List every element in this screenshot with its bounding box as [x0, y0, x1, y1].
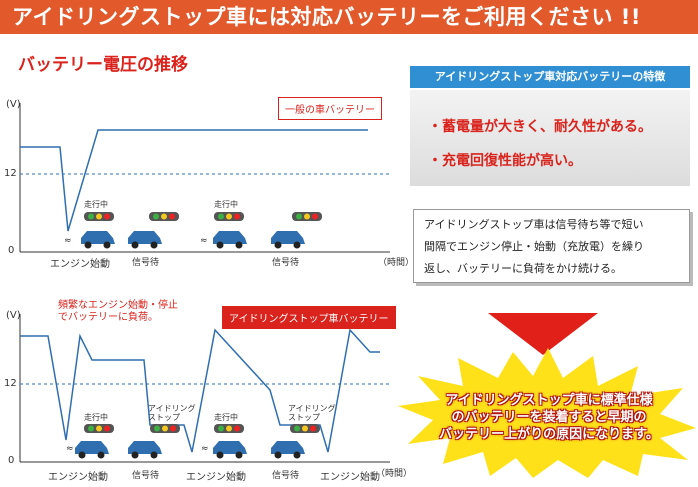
warning-line-2: でバッテリーに負荷。: [58, 312, 158, 323]
x-label-signal: 信号待: [132, 258, 160, 268]
description-line: アイドリングストップ車は信号待ち等で短い: [424, 218, 644, 231]
restart-squiggle-icon: ≈: [66, 444, 74, 454]
features-heading: アイドリングストップ車対応バッテリーの特徴: [410, 66, 690, 88]
page-banner: アイドリングストップ車には対応バッテリーをご利用ください !!: [0, 0, 698, 34]
x-label-signal: 信号待: [272, 471, 300, 481]
axis-tick-0: 0: [8, 455, 15, 466]
callout-line: アイドリングストップ車に標準仕様: [445, 393, 653, 408]
burst-shape-icon: [398, 348, 696, 478]
annotation-driving: 走行中: [84, 413, 108, 422]
restart-squiggle-icon: ≈: [64, 236, 72, 246]
restart-squiggle-icon: ≈: [200, 236, 208, 246]
feature-item: ・蓄電量が大きく、耐久性がある。: [428, 119, 652, 135]
traffic-light-icon: [292, 212, 322, 221]
annotation-idle-stop: アイドリング ストップ: [148, 404, 196, 422]
traffic-light-icon: [214, 212, 244, 221]
axis-time-label: （時間）: [378, 258, 415, 268]
annotation-idle-line: ストップ: [148, 413, 180, 422]
axis-unit-v: (V): [6, 99, 21, 110]
callout-line: のバッテリーを装着すると早期の: [451, 410, 647, 425]
warning-note: 頻繁なエンジン始動・停止 でバッテリーに負荷。: [58, 300, 178, 324]
traffic-light-icon: [84, 424, 114, 433]
annotation-driving: 走行中: [84, 200, 108, 209]
description-line: 返し、バッテリーに負荷をかけ続ける。: [424, 262, 622, 275]
traffic-light-icon: [149, 212, 179, 221]
annotation-idle-stop: アイドリング ストップ: [288, 404, 336, 422]
car-icon: [271, 231, 305, 249]
down-arrow-icon: [488, 313, 598, 355]
restart-squiggle-icon: ≈: [201, 444, 209, 454]
car-icon: [213, 231, 247, 249]
warning-line-1: 頻繁なエンジン始動・停止: [58, 300, 178, 311]
annotation-idle-line: アイドリング: [288, 404, 336, 413]
chart-label-idling: アイドリングストップ車バッテリー: [222, 306, 396, 329]
car-icon: [271, 441, 305, 459]
x-label-signal: 信号待: [272, 258, 300, 268]
car-icon: [81, 231, 115, 249]
section-title: バッテリー電圧の推移: [18, 55, 188, 75]
axis-tick-12: 12: [4, 168, 17, 179]
x-label-engine-start: エンジン始動: [320, 472, 380, 483]
voltage-chart-standard: ≈ ≈ 一般の車バッテリー (V) 12 0 （時間） エンジン始動 信号待 信…: [0, 95, 414, 275]
axis-time-label: （時間）: [376, 469, 413, 479]
chart-idling-svg: ≈ ≈: [19, 314, 390, 463]
x-label-engine-start: エンジン始動: [50, 259, 110, 270]
car-icon: [128, 441, 162, 459]
description-box: アイドリングストップ車は信号待ち等で短い 間隔でエンジン停止・始動（充放電）を繰…: [413, 209, 690, 283]
annotation-driving: 走行中: [214, 413, 238, 422]
chart-label-standard: 一般の車バッテリー: [278, 97, 382, 120]
feature-item: ・充電回復性能が高い。: [428, 153, 582, 169]
annotation-idle-line: アイドリング: [148, 404, 196, 413]
x-label-engine-start: エンジン始動: [48, 472, 108, 483]
features-panel: ・蓄電量が大きく、耐久性がある。 ・充電回復性能が高い。: [410, 90, 690, 186]
annotation-idle-line: ストップ: [288, 413, 320, 422]
annotation-driving: 走行中: [214, 200, 238, 209]
callout-text: アイドリングストップ車に標準仕様 のバッテリーを装着すると早期の バッテリー上が…: [410, 392, 688, 443]
x-label-signal: 信号待: [132, 471, 160, 481]
x-label-engine-start: エンジン始動: [186, 472, 246, 483]
description-line: 間隔でエンジン停止・始動（充放電）を繰り: [424, 240, 644, 253]
traffic-light-icon: [150, 424, 180, 433]
chart-standard-svg: ≈ ≈: [19, 103, 390, 253]
car-icon: [75, 441, 109, 459]
axis-tick-0: 0: [8, 245, 15, 256]
callout-line: バッテリー上がりの原因になります。: [439, 427, 659, 442]
car-icon: [128, 231, 162, 249]
axis-unit-v: (V): [6, 310, 21, 321]
car-icon: [213, 441, 247, 459]
traffic-light-icon: [290, 424, 320, 433]
traffic-light-icon: [214, 424, 244, 433]
axis-tick-12: 12: [4, 378, 17, 389]
traffic-light-icon: [84, 212, 114, 221]
voltage-chart-idling-stop: ≈ ≈ アイドリングストップ車バッテリー (V) 12 0 （時間） エンジン始…: [0, 300, 412, 487]
